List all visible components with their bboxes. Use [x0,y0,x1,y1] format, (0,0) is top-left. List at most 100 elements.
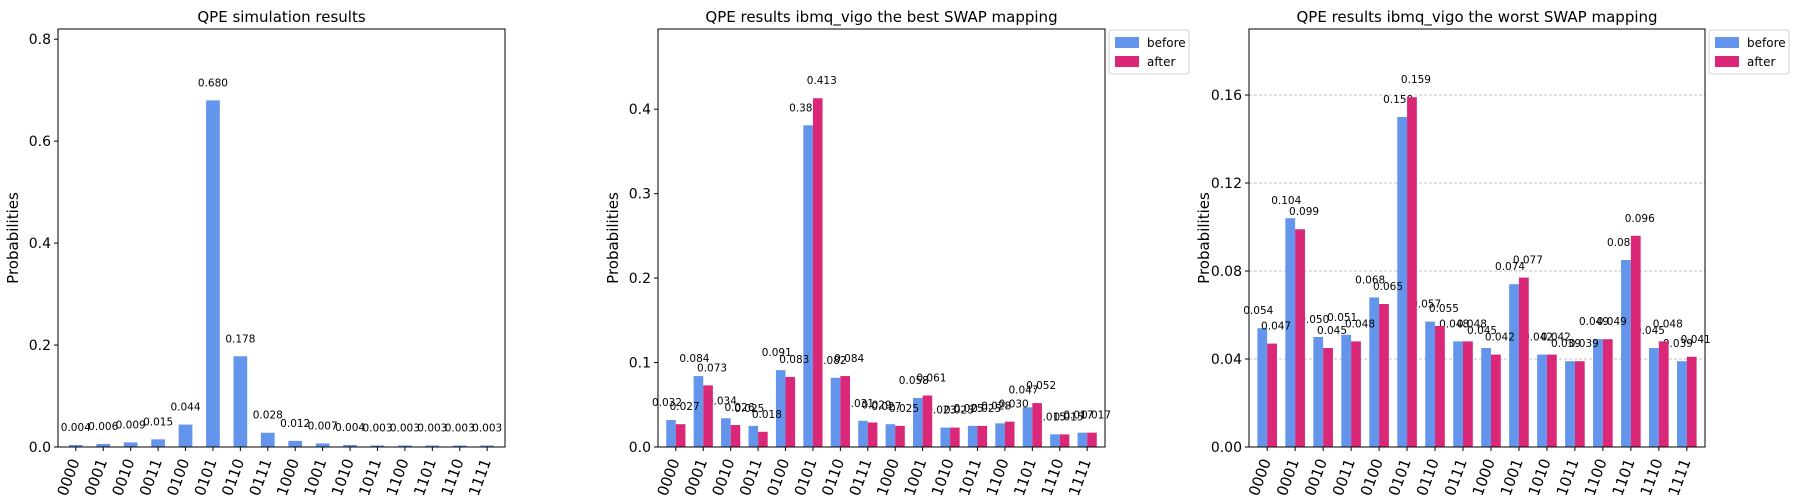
data-label: 0.159 [1401,74,1431,86]
data-label: 0.025 [734,403,764,415]
bar-after-0011 [758,431,768,447]
data-label: 0.045 [1635,325,1665,337]
bar-before-1001 [913,398,923,447]
bar-after-1010 [1546,354,1557,447]
data-label: 0.025 [971,403,1001,415]
x-tick-label: 1100 [383,456,413,498]
x-tick-label: 1011 [355,456,385,498]
data-label: 0.025 [889,403,919,415]
data-label: 0.034 [707,395,737,407]
bar-after-1111 [1087,432,1097,447]
x-tick-label: 1111 [1065,456,1095,498]
bar-after-1100 [1602,339,1613,447]
x-tick-label: 1010 [928,456,958,498]
data-label: 0.048 [1457,318,1487,330]
data-label: 0.045 [1467,325,1497,337]
bar-value-1100 [398,445,412,447]
data-label: 0.680 [198,77,228,89]
bar-after-0011 [1351,341,1361,447]
bar-before-0110 [1425,321,1436,447]
bar-before-0000 [666,419,676,447]
x-tick-label: 0111 [1441,456,1471,498]
bar-before-1011 [967,425,978,447]
bar-after-1110 [1658,341,1669,447]
x-tick-label: 1011 [955,456,985,498]
data-label: 0.003 [417,422,447,434]
bar-after-0101 [812,98,823,447]
bar-after-0001 [1295,229,1305,447]
bar-value-1110 [452,445,467,447]
bar-value-1010 [343,444,357,447]
chart-title: QPE results ibmq_vigo the worst SWAP map… [1296,8,1657,27]
x-tick-label: 1001 [900,456,930,498]
x-tick-label: 1100 [1581,456,1611,498]
bar-before-1110 [1649,348,1659,447]
data-label: 0.039 [1551,338,1581,350]
bar-after-1010 [950,427,960,447]
bar-value-1001 [315,443,330,447]
bar-before-0111 [858,420,868,447]
bar-after-0110 [840,376,850,447]
bar-value-0111 [260,432,275,447]
x-tick-label: 1000 [273,456,303,498]
x-tick-label: 0011 [136,456,166,498]
data-label: 0.083 [779,354,809,366]
data-label: 0.042 [1485,332,1515,344]
x-tick-label: 1110 [1038,456,1068,498]
data-label: 0.023 [926,405,956,417]
data-label: 0.058 [899,375,929,387]
bar-before-1010 [940,427,951,447]
plot-frame [657,28,1106,448]
data-label: 0.007 [308,420,338,432]
x-tick-label: 0110 [1413,456,1443,498]
data-label: 0.054 [1243,305,1273,317]
bar-before-0111 [1453,341,1464,447]
data-label: 0.039 [1663,338,1693,350]
data-label: 0.084 [834,353,864,365]
data-label: 0.017 [1063,410,1093,422]
x-tick-label: 1101 [1609,456,1639,498]
data-label: 0.048 [1345,318,1375,330]
legend-label-after: after [1147,55,1175,69]
data-label: 0.057 [1411,299,1441,311]
data-label: 0.032 [652,397,682,409]
legend-label-before: before [1147,36,1186,50]
data-label: 0.413 [807,75,837,87]
y-tick-label: 0.4 [629,102,651,118]
x-tick-label: 0100 [763,456,793,498]
data-label: 0.003 [445,422,475,434]
bar-before-1111 [1077,432,1088,447]
x-tick-label: 0001 [681,456,711,498]
x-tick-label: 0010 [108,456,138,498]
bar-after-0100 [785,376,796,447]
bar-before-0101 [803,125,813,448]
bar-before-1000 [1481,348,1491,447]
bar-after-0010 [1323,348,1333,447]
x-tick-label: 0010 [708,456,738,498]
bar-after-1000 [1490,354,1501,447]
data-label: 0.028 [981,400,1011,412]
y-tick-label: 0.08 [1211,264,1242,280]
data-label: 0.096 [1625,213,1655,225]
y-axis-label: Probabilities [4,192,22,284]
x-tick-label: 0000 [1245,456,1275,498]
bar-before-0110 [830,377,841,447]
data-label: 0.018 [752,409,782,421]
legend-label-before: before [1747,36,1786,50]
data-label: 0.045 [1317,325,1347,337]
bar-after-0110 [1435,326,1445,447]
bar-before-1110 [1050,434,1060,447]
data-label: 0.003 [472,422,502,434]
legend-swatch-after [1115,56,1139,67]
bar-value-1101 [425,445,440,447]
x-tick-label: 0000 [654,456,684,498]
data-label: 0.044 [170,402,200,414]
x-tick-label: 1111 [465,456,495,498]
chart-title: QPE simulation results [197,8,365,26]
bar-before-0001 [693,376,704,447]
x-tick-label: 1000 [1469,456,1499,498]
bar-before-1100 [995,423,1005,447]
y-tick-label: 0.4 [29,236,51,252]
data-label: 0.015 [143,416,173,428]
bar-before-0001 [1285,218,1296,447]
